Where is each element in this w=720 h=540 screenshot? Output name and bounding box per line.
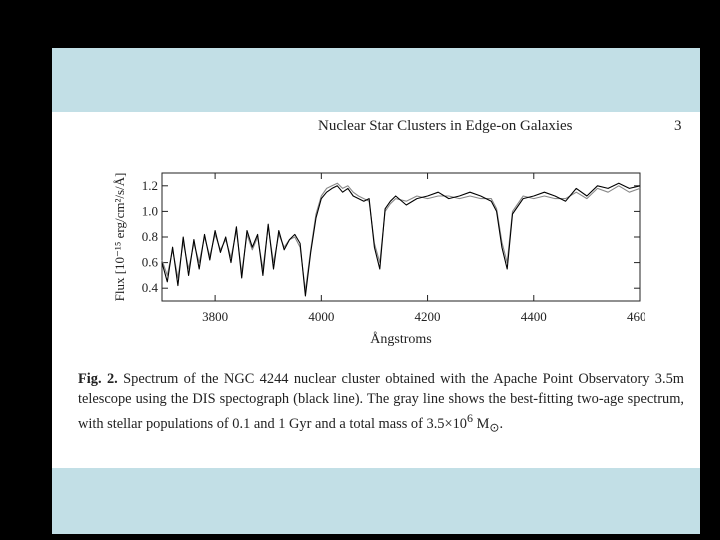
black-observed-spectrum-line bbox=[161, 182, 641, 297]
figure-caption: Fig. 2. Spectrum of the NGC 4244 nuclear… bbox=[78, 370, 684, 438]
running-head: Nuclear Star Clusters in Edge-on Galaxie… bbox=[318, 118, 573, 134]
x-tick-label: 3800 bbox=[202, 309, 228, 324]
chart-series bbox=[161, 182, 641, 297]
y-tick-label: 1.2 bbox=[142, 178, 158, 193]
caption-end: . bbox=[499, 415, 504, 432]
chart-frame bbox=[161, 172, 641, 302]
caption-text: Spectrum of the NGC 4244 nuclear cluster… bbox=[78, 371, 684, 432]
caption-unit: M bbox=[473, 415, 490, 432]
y-tick-label: 0.8 bbox=[142, 229, 158, 244]
x-tick-label: 4400 bbox=[521, 309, 547, 324]
paper-page bbox=[52, 112, 700, 468]
gray-model-spectrum-line bbox=[161, 182, 641, 292]
caption-unit-sub: ⊙ bbox=[489, 420, 500, 435]
x-tick-label: 4200 bbox=[415, 309, 441, 324]
y-axis-label: Flux [10⁻¹⁵ erg/cm²/s/Å] bbox=[112, 173, 127, 302]
y-tick-label: 1.0 bbox=[142, 203, 158, 218]
x-axis-label: Ångstroms bbox=[370, 331, 431, 347]
caption-lead: Fig. 2. bbox=[78, 371, 118, 387]
y-tick-label: 0.6 bbox=[142, 255, 159, 270]
page-number: 3 bbox=[674, 118, 682, 134]
y-tick-label: 0.4 bbox=[142, 280, 159, 295]
caption-exponent: 6 bbox=[467, 411, 474, 425]
x-tick-label: 4000 bbox=[308, 309, 334, 324]
